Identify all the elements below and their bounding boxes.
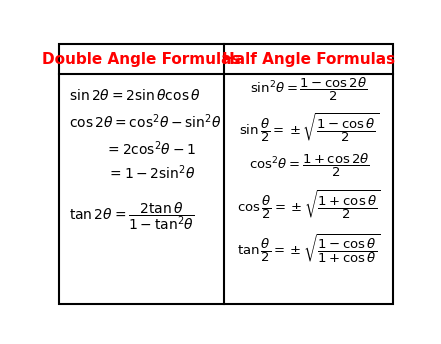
- Text: $\cos^2\!\theta = \dfrac{1 + \cos 2\theta}{2}$: $\cos^2\!\theta = \dfrac{1 + \cos 2\thet…: [249, 152, 369, 179]
- Text: $\sin^2\!\theta = \dfrac{1 - \cos 2\theta}{2}$: $\sin^2\!\theta = \dfrac{1 - \cos 2\thet…: [250, 75, 368, 103]
- Text: $\tan 2\theta = \dfrac{2\tan\theta}{1 - \tan^2\!\theta}$: $\tan 2\theta = \dfrac{2\tan\theta}{1 - …: [69, 200, 194, 232]
- Text: $\tan\dfrac{\theta}{2} = \pm\sqrt{\dfrac{1-\cos\theta}{1+\cos\theta}}$: $\tan\dfrac{\theta}{2} = \pm\sqrt{\dfrac…: [237, 233, 381, 266]
- Text: $\cos\dfrac{\theta}{2} = \pm\sqrt{\dfrac{1+\cos\theta}{2}}$: $\cos\dfrac{\theta}{2} = \pm\sqrt{\dfrac…: [237, 189, 381, 222]
- Text: $= 1 - 2\sin^2\!\theta$: $= 1 - 2\sin^2\!\theta$: [107, 163, 195, 182]
- Text: $= 2\cos^2\!\theta - 1$: $= 2\cos^2\!\theta - 1$: [105, 139, 196, 158]
- Text: Half Angle Formulas: Half Angle Formulas: [222, 52, 396, 67]
- Text: $\sin\dfrac{\theta}{2} = \pm\sqrt{\dfrac{1-\cos\theta}{2}}$: $\sin\dfrac{\theta}{2} = \pm\sqrt{\dfrac…: [239, 111, 379, 145]
- Text: $\cos 2\theta = \cos^2\!\theta - \sin^2\!\theta$: $\cos 2\theta = \cos^2\!\theta - \sin^2\…: [69, 113, 221, 131]
- Text: $\sin 2\theta = 2\sin\theta\cos\theta$: $\sin 2\theta = 2\sin\theta\cos\theta$: [69, 88, 201, 103]
- Text: Double Angle Formulas: Double Angle Formulas: [42, 52, 241, 67]
